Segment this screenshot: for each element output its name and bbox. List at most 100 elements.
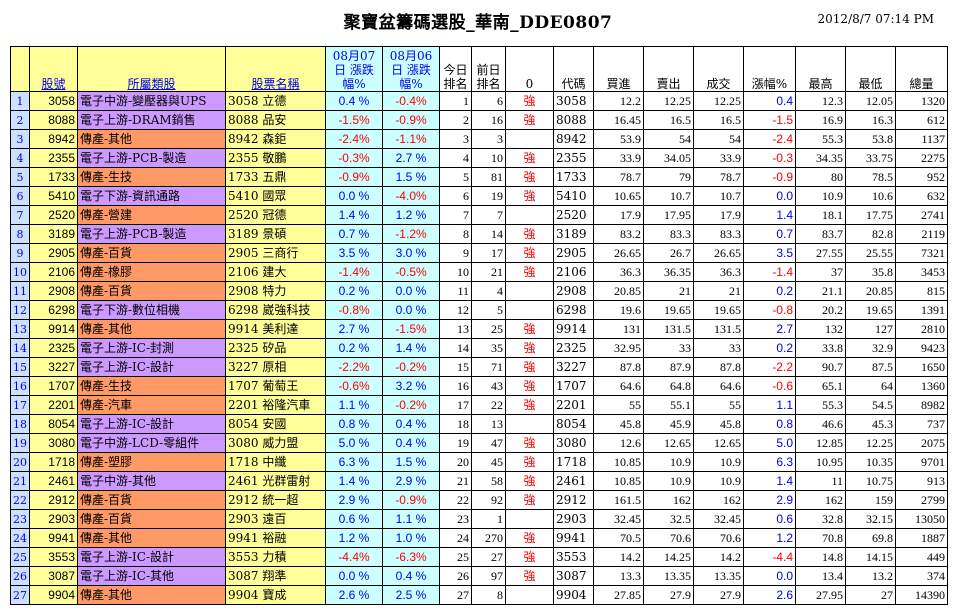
code2-cell[interactable]: 9941 — [553, 528, 594, 548]
signal-cell[interactable] — [505, 300, 554, 320]
chg-0806-cell[interactable]: 1.5 % — [382, 167, 440, 187]
chg-cell[interactable]: 6.3 — [743, 452, 796, 472]
table-row[interactable]: 25 3553 電子上游-IC-設計 3553 力積 -4.4% -6.3% 25 27 強 35… — [10, 547, 948, 567]
buy-cell[interactable]: 13.3 — [593, 566, 644, 586]
chg-0807-cell[interactable]: -1.5% — [325, 110, 383, 130]
low-cell[interactable]: 25.55 — [845, 243, 896, 263]
trade-cell[interactable]: 36.3 — [693, 262, 744, 282]
col-header-code2[interactable]: 代碼 — [553, 46, 594, 92]
low-cell[interactable]: 54.5 — [845, 395, 896, 415]
category-cell[interactable]: 傳產-百貨 — [77, 243, 226, 263]
chg-0807-cell[interactable]: 0.2 % — [325, 281, 383, 301]
code2-cell[interactable]: 2905 — [553, 243, 594, 263]
rank-prev-cell[interactable]: 7 — [471, 205, 506, 225]
chg-0807-cell[interactable]: 0.2 % — [325, 338, 383, 358]
code2-cell[interactable]: 3189 — [553, 224, 594, 244]
stock-name-cell[interactable]: 2908 特力 — [225, 281, 326, 301]
code2-cell[interactable]: 3080 — [553, 433, 594, 453]
high-cell[interactable]: 16.9 — [795, 110, 846, 130]
row-index[interactable]: 2 — [10, 110, 30, 130]
buy-cell[interactable]: 10.85 — [593, 471, 644, 491]
code2-cell[interactable]: 9904 — [553, 585, 594, 605]
row-index[interactable]: 20 — [10, 452, 30, 472]
rank-prev-cell[interactable]: 81 — [471, 167, 506, 187]
stock-code[interactable]: 8942 — [29, 129, 78, 149]
low-cell[interactable]: 13.2 — [845, 566, 896, 586]
chg-cell[interactable]: -0.6 — [743, 376, 796, 396]
table-row[interactable]: 20 1718 傳產-塑膠 1718 中纖 6.3 % 1.5 % 20 45 強 1718 10.… — [10, 452, 948, 472]
sell-cell[interactable]: 27.9 — [643, 585, 694, 605]
volume-cell[interactable]: 737 — [895, 414, 948, 434]
high-cell[interactable]: 12.3 — [795, 91, 846, 111]
buy-cell[interactable]: 70.5 — [593, 528, 644, 548]
low-cell[interactable]: 45.3 — [845, 414, 896, 434]
high-cell[interactable]: 27.95 — [795, 585, 846, 605]
table-row[interactable]: 9 2905 傳產-百貨 2905 三商行 3.5 % 3.0 % 9 17 強 2905 26.6… — [10, 243, 948, 263]
rank-prev-cell[interactable]: 19 — [471, 186, 506, 206]
stock-name-cell[interactable]: 9941 裕融 — [225, 528, 326, 548]
stock-name-cell[interactable]: 2106 建大 — [225, 262, 326, 282]
buy-cell[interactable]: 17.9 — [593, 205, 644, 225]
sell-cell[interactable]: 32.5 — [643, 509, 694, 529]
category-cell[interactable]: 電子中游-其他 — [77, 471, 226, 491]
low-cell[interactable]: 19.65 — [845, 300, 896, 320]
volume-cell[interactable]: 612 — [895, 110, 948, 130]
volume-cell[interactable]: 1887 — [895, 528, 948, 548]
rank-today-cell[interactable]: 5 — [439, 167, 472, 187]
volume-cell[interactable]: 1360 — [895, 376, 948, 396]
chg-0807-cell[interactable]: 1.4 % — [325, 205, 383, 225]
trade-cell[interactable]: 83.3 — [693, 224, 744, 244]
buy-cell[interactable]: 12.2 — [593, 91, 644, 111]
chg-0806-cell[interactable]: -0.5% — [382, 262, 440, 282]
chg-0807-cell[interactable]: 1.4 % — [325, 471, 383, 491]
stock-code[interactable]: 2106 — [29, 262, 78, 282]
stock-code[interactable]: 9914 — [29, 319, 78, 339]
chg-0806-cell[interactable]: 1.1 % — [382, 509, 440, 529]
buy-cell[interactable]: 26.65 — [593, 243, 644, 263]
category-cell[interactable]: 傳產-汽車 — [77, 395, 226, 415]
signal-cell[interactable]: 強 — [505, 528, 554, 548]
chg-cell[interactable]: -4.4 — [743, 547, 796, 567]
chg-0807-cell[interactable]: -2.2% — [325, 357, 383, 377]
buy-cell[interactable]: 53.9 — [593, 129, 644, 149]
table-row[interactable]: 16 1707 傳產-生技 1707 葡萄王 -0.6% 3.2 % 16 43 強 1707 64… — [10, 376, 948, 396]
rank-prev-cell[interactable]: 43 — [471, 376, 506, 396]
chg-0807-cell[interactable]: 1.1 % — [325, 395, 383, 415]
category-cell[interactable]: 電子上游-IC-設計 — [77, 547, 226, 567]
signal-cell[interactable]: 強 — [505, 338, 554, 358]
chg-0806-cell[interactable]: -0.9% — [382, 490, 440, 510]
buy-cell[interactable]: 64.6 — [593, 376, 644, 396]
category-cell[interactable]: 電子下游-資訊通路 — [77, 186, 226, 206]
signal-cell[interactable]: 強 — [505, 91, 554, 111]
stock-name-cell[interactable]: 2912 統一超 — [225, 490, 326, 510]
rank-today-cell[interactable]: 21 — [439, 471, 472, 491]
table-row[interactable]: 1 3058 電子中游-變壓器與UPS 3058 立德 0.4 % -0.4% 1 6 強 305… — [10, 91, 948, 111]
chg-0806-cell[interactable]: -1.1% — [382, 129, 440, 149]
chg-0807-cell[interactable]: 2.6 % — [325, 585, 383, 605]
rank-today-cell[interactable]: 3 — [439, 129, 472, 149]
chg-cell[interactable]: 0.0 — [743, 566, 796, 586]
chg-0807-cell[interactable]: 0.7 % — [325, 224, 383, 244]
rank-today-cell[interactable]: 24 — [439, 528, 472, 548]
sell-cell[interactable]: 36.35 — [643, 262, 694, 282]
table-row[interactable]: 2 8088 電子上游-DRAM銷售 8088 品安 -1.5% -0.9% 2 16 強 808… — [10, 110, 948, 130]
volume-cell[interactable]: 2275 — [895, 148, 948, 168]
rank-today-cell[interactable]: 25 — [439, 547, 472, 567]
code2-cell[interactable]: 2355 — [553, 148, 594, 168]
code2-cell[interactable]: 2903 — [553, 509, 594, 529]
chg-0806-cell[interactable]: 1.4 % — [382, 338, 440, 358]
stock-code[interactable]: 3227 — [29, 357, 78, 377]
sell-cell[interactable]: 12.25 — [643, 91, 694, 111]
buy-cell[interactable]: 27.85 — [593, 585, 644, 605]
buy-cell[interactable]: 33.9 — [593, 148, 644, 168]
high-cell[interactable]: 10.9 — [795, 186, 846, 206]
stock-name-cell[interactable]: 9914 美利達 — [225, 319, 326, 339]
row-index[interactable]: 3 — [10, 129, 30, 149]
high-cell[interactable]: 46.6 — [795, 414, 846, 434]
chg-0806-cell[interactable]: -0.2% — [382, 395, 440, 415]
sell-cell[interactable]: 10.7 — [643, 186, 694, 206]
code2-cell[interactable]: 2325 — [553, 338, 594, 358]
category-cell[interactable]: 電子上游-IC-其他 — [77, 566, 226, 586]
rank-prev-cell[interactable]: 45 — [471, 452, 506, 472]
chg-cell[interactable]: 2.7 — [743, 319, 796, 339]
